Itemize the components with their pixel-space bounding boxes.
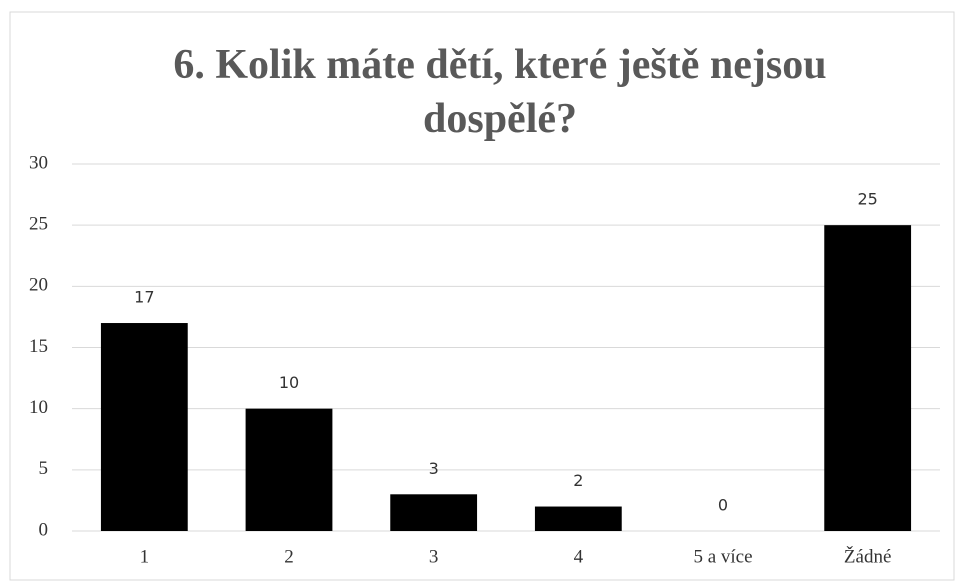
data-label: 10	[279, 373, 299, 392]
x-tick-label: 4	[574, 546, 584, 567]
data-label: 25	[857, 190, 877, 209]
x-tick-label: 1	[140, 546, 150, 567]
x-tick-label: 5 a více	[693, 546, 752, 567]
data-label: 3	[429, 459, 439, 478]
y-tick-label: 0	[39, 519, 49, 540]
y-tick-label: 10	[29, 397, 48, 418]
bar	[390, 494, 478, 531]
data-label: 2	[573, 471, 583, 490]
data-label: 17	[134, 288, 154, 307]
y-tick-label: 20	[29, 275, 48, 296]
x-tick-label: 2	[284, 546, 294, 567]
chart-title: 6. Kolik máte dětí, které ještě nejsou do…	[173, 42, 826, 142]
data-label: 0	[718, 496, 728, 515]
y-tick-label: 15	[29, 336, 48, 357]
x-tick-label: Žádné	[844, 545, 891, 567]
bar	[245, 408, 333, 531]
y-tick-label: 30	[29, 152, 48, 173]
bar	[534, 506, 622, 531]
bar	[100, 323, 188, 531]
y-tick-label: 5	[39, 458, 49, 479]
y-tick-label: 25	[29, 214, 48, 235]
bar	[824, 225, 912, 531]
x-tick-label: 3	[429, 546, 439, 567]
